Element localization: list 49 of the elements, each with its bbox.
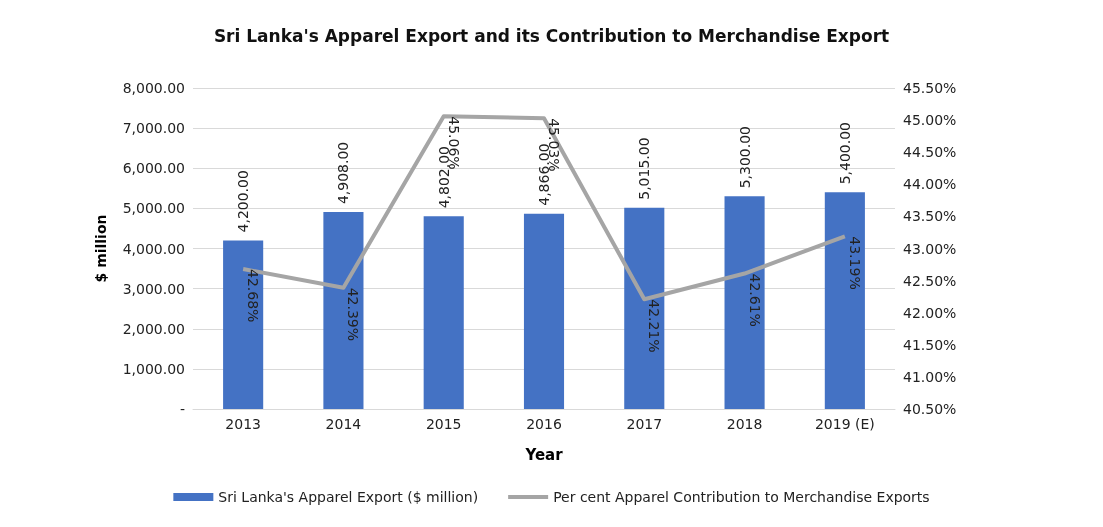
data-label: 4,908.00 (335, 141, 352, 205)
y2-tick-label: 45.00% (903, 112, 957, 129)
y2-tick-label: 40.50% (903, 401, 957, 417)
y2-tick-label: 42.50% (903, 272, 957, 289)
x-tick-label: 2013 (225, 416, 261, 432)
y-tick-label: 8,000.00 (122, 80, 185, 96)
bar (223, 240, 264, 409)
x-tick-label: 2019 (E) (814, 416, 875, 432)
data-label: 5,300.00 (736, 125, 753, 189)
y2-tick-label: 41.50% (903, 336, 957, 353)
y2-tick-label: 44.00% (903, 176, 957, 193)
data-label: 5,015.00 (636, 137, 653, 200)
data-label: 43.19% (846, 236, 863, 290)
y2-tick-label: 44.50% (903, 144, 957, 161)
y2-tick-label: 41.00% (903, 368, 957, 385)
data-label: 42.39% (345, 287, 362, 342)
x-tick-label: 2018 (726, 416, 763, 432)
bar (423, 216, 464, 409)
data-label: 4,200.00 (235, 170, 252, 233)
data-label: 5,400.00 (836, 121, 853, 185)
y-tick-label: 2,000.00 (122, 320, 185, 337)
y-axis-title: $ million (93, 214, 109, 283)
y2-tick-label: 43.50% (903, 208, 957, 225)
y-tick-label: 5,000.00 (122, 200, 185, 217)
y-tick-label: 3,000.00 (122, 280, 185, 297)
y-tick-label: 7,000.00 (122, 120, 185, 137)
y-tick-label: 4,000.00 (122, 240, 185, 257)
y-tick-label: 1,000.00 (122, 360, 185, 377)
chart-title: Sri Lanka's Apparel Export and its Contribution to Merchandise Export (213, 25, 890, 46)
x-tick-label: 2015 (425, 416, 462, 432)
y2-tick-label: 42.00% (903, 304, 957, 321)
bar (724, 196, 765, 409)
data-label: 42.68% (245, 269, 262, 323)
x-tick-label: 2014 (325, 416, 362, 432)
bar (624, 207, 665, 409)
y-tick-label: 6,000.00 (122, 160, 185, 177)
y-tick-label: - (179, 401, 185, 417)
y2-tick-label: 45.50% (903, 80, 957, 96)
data-label: 42.61% (746, 273, 763, 327)
x-tick-label: 2016 (526, 416, 562, 432)
legend-label: Sri Lanka's Apparel Export ($ million) (218, 489, 479, 505)
legend-label: Per cent Apparel Contribution to Merchandise Exports (553, 489, 930, 505)
bar (523, 213, 565, 409)
x-tick-label: 2017 (626, 416, 663, 432)
data-label: 42.21% (646, 299, 663, 353)
y2-tick-label: 43.00% (903, 240, 957, 257)
bar (323, 212, 364, 409)
bar (824, 192, 865, 409)
x-axis-title: Year (524, 445, 564, 464)
